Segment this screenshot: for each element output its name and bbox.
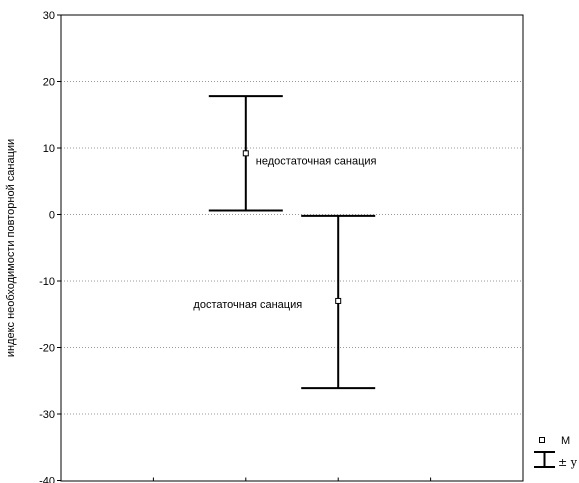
y-tick-label: -20 (39, 343, 55, 355)
legend-range-label: ± y (558, 456, 578, 469)
error-bar-group: достаточная санация (193, 214, 376, 390)
y-tick-label: 0 (49, 210, 55, 222)
y-tick-label: 20 (43, 77, 55, 89)
x-axis-ticks (152, 477, 432, 481)
y-tick-label: -10 (39, 276, 55, 288)
error-bars: недостаточная санация достаточная санация (193, 95, 377, 390)
y-axis-label: индекс необходимости повторной санации (5, 139, 17, 357)
series-annotation: недостаточная санация (256, 155, 377, 167)
plot-background (61, 15, 523, 481)
legend-range-icon (534, 451, 555, 468)
legend-mean-marker (539, 437, 545, 443)
y-axis: 30 20 10 0 -10 -20 -30 -40 (39, 10, 61, 483)
grid-lines (61, 81, 523, 415)
y-tick-label: -40 (39, 476, 55, 483)
y-tick-label: -30 (39, 409, 55, 421)
plot-frame (60, 14, 524, 482)
series-annotation: достаточная санация (193, 299, 302, 311)
legend-mean-label: M (561, 435, 570, 447)
y-tick-label: 10 (43, 143, 55, 155)
y-tick-label: 30 (43, 10, 55, 22)
legend: M ± y (534, 435, 578, 469)
error-bar-group: недостаточная санация (208, 95, 377, 212)
mean-marker (242, 150, 249, 157)
mean-marker (335, 297, 342, 304)
